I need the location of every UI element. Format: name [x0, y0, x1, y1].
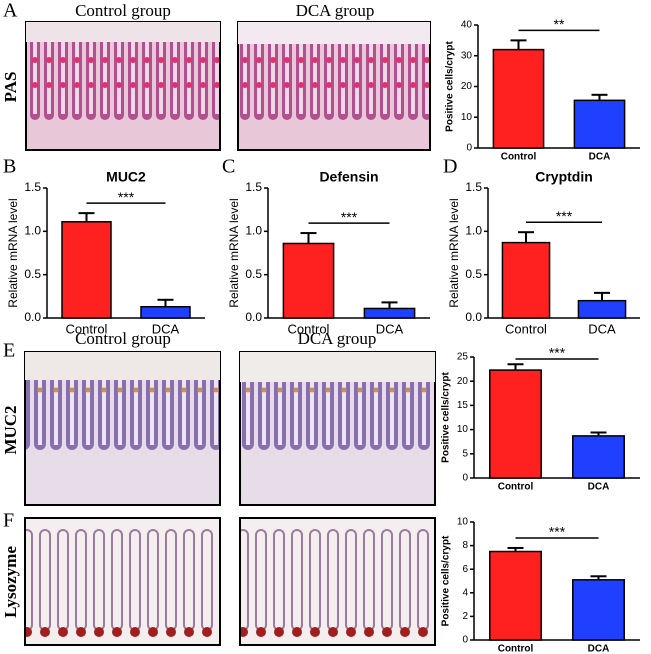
- bar: [61, 221, 112, 319]
- bar: [577, 299, 627, 319]
- x-tick-label: DCA: [588, 321, 616, 336]
- bar: [489, 369, 542, 479]
- y-tick-label: 2: [462, 611, 468, 622]
- chart-title: Cryptdin: [535, 169, 593, 185]
- y-tick-label: 1.0: [465, 224, 482, 238]
- y-tick-label: 0.0: [24, 310, 41, 324]
- y-tick-label: 1.5: [24, 180, 41, 194]
- x-tick-label: DCA: [376, 321, 404, 336]
- y-tick-label: 20: [457, 376, 469, 387]
- group-label: DCA group: [296, 1, 375, 20]
- x-tick-label: DCA: [588, 482, 610, 493]
- bar: [489, 550, 542, 641]
- y-tick-label: 30: [461, 50, 473, 61]
- x-tick-label: Control: [501, 152, 537, 163]
- chart-title: Defensin: [319, 169, 378, 185]
- bar: [363, 307, 416, 319]
- y-tick-label: 0.5: [465, 267, 482, 281]
- y-tick-label: 1.5: [245, 180, 262, 194]
- y-tick-label: 0.0: [245, 310, 262, 324]
- stain-label: MUC2: [1, 405, 20, 454]
- bar: [572, 579, 625, 641]
- bar: [282, 242, 335, 319]
- y-axis-label: Relative mRNA level: [6, 198, 20, 307]
- y-axis-label: Positive cells/crypt: [445, 41, 456, 132]
- bar: [140, 305, 191, 319]
- y-tick-label: 0.5: [24, 267, 41, 281]
- y-axis-label: Positive cells/crypt: [441, 535, 452, 626]
- y-tick-label: 25: [457, 352, 469, 363]
- y-axis-label: Positive cells/crypt: [441, 372, 452, 463]
- y-tick-label: 8: [462, 540, 468, 551]
- stain-label: Lysozyme: [1, 546, 20, 618]
- y-tick-label: 1.5: [465, 180, 482, 194]
- bar: [492, 48, 545, 149]
- panel-letter: D: [443, 156, 457, 178]
- y-tick-label: 40: [461, 20, 473, 31]
- y-tick-label: 10: [457, 517, 469, 528]
- histology-images: [24, 21, 436, 646]
- x-tick-label: Control: [66, 321, 108, 336]
- y-tick-label: 0: [462, 635, 468, 646]
- x-tick-label: Control: [498, 482, 534, 493]
- y-tick-label: 0.5: [245, 267, 262, 281]
- significance-label: ***: [341, 209, 358, 225]
- x-tick-label: Control: [505, 321, 547, 336]
- significance-label: ***: [549, 524, 566, 540]
- significance-label: **: [554, 16, 565, 32]
- y-tick-label: 0: [466, 143, 472, 154]
- x-tick-label: DCA: [589, 152, 611, 163]
- chart-title: MUC2: [106, 169, 146, 185]
- y-tick-label: 0: [462, 473, 468, 484]
- x-tick-label: DCA: [152, 321, 180, 336]
- panel-letter: B: [3, 156, 16, 178]
- y-tick-label: 1.0: [245, 224, 262, 238]
- stain-label: PAS: [1, 72, 20, 103]
- y-tick-label: 6: [462, 564, 468, 575]
- panel-letter: E: [3, 340, 15, 362]
- panel-letter: F: [3, 510, 14, 532]
- y-tick-label: 15: [457, 400, 469, 411]
- significance-label: ***: [556, 208, 573, 224]
- x-tick-label: DCA: [588, 644, 610, 654]
- x-tick-label: Control: [288, 321, 330, 336]
- y-tick-label: 10: [461, 112, 473, 123]
- y-axis-label: Relative mRNA level: [227, 198, 241, 307]
- y-tick-label: 5: [462, 448, 468, 459]
- significance-label: ***: [549, 345, 566, 361]
- x-tick-label: Control: [498, 644, 534, 654]
- panel-letter: C: [222, 156, 235, 178]
- group-label: DCA group: [298, 329, 377, 348]
- significance-label: ***: [118, 189, 135, 205]
- panel-letter: A: [3, 0, 18, 22]
- y-tick-label: 20: [461, 81, 473, 92]
- bar: [573, 99, 626, 149]
- bar: [572, 435, 625, 479]
- y-tick-label: 0.0: [465, 310, 482, 324]
- group-label: Control group: [75, 329, 171, 348]
- y-tick-label: 10: [457, 424, 469, 435]
- y-axis-label: Relative mRNA level: [447, 198, 461, 307]
- y-tick-label: 1.0: [24, 224, 41, 238]
- group-label: Control group: [75, 1, 171, 20]
- y-tick-label: 4: [462, 587, 468, 598]
- bar: [501, 241, 551, 319]
